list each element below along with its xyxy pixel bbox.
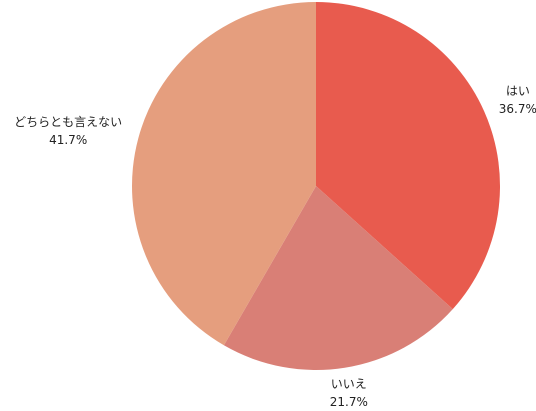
slice-value-label: 36.7% xyxy=(499,102,536,116)
slice-label: はい xyxy=(506,84,530,98)
slice-value-label: 41.7% xyxy=(49,133,87,147)
pie-slice xyxy=(131,2,316,346)
pie-slice xyxy=(316,2,501,310)
pie-slice xyxy=(223,186,453,370)
slice-label: どちらとも言えない xyxy=(14,115,122,129)
slice-value-label: 21.7% xyxy=(330,395,368,407)
slice-label: いいえ xyxy=(331,377,367,391)
